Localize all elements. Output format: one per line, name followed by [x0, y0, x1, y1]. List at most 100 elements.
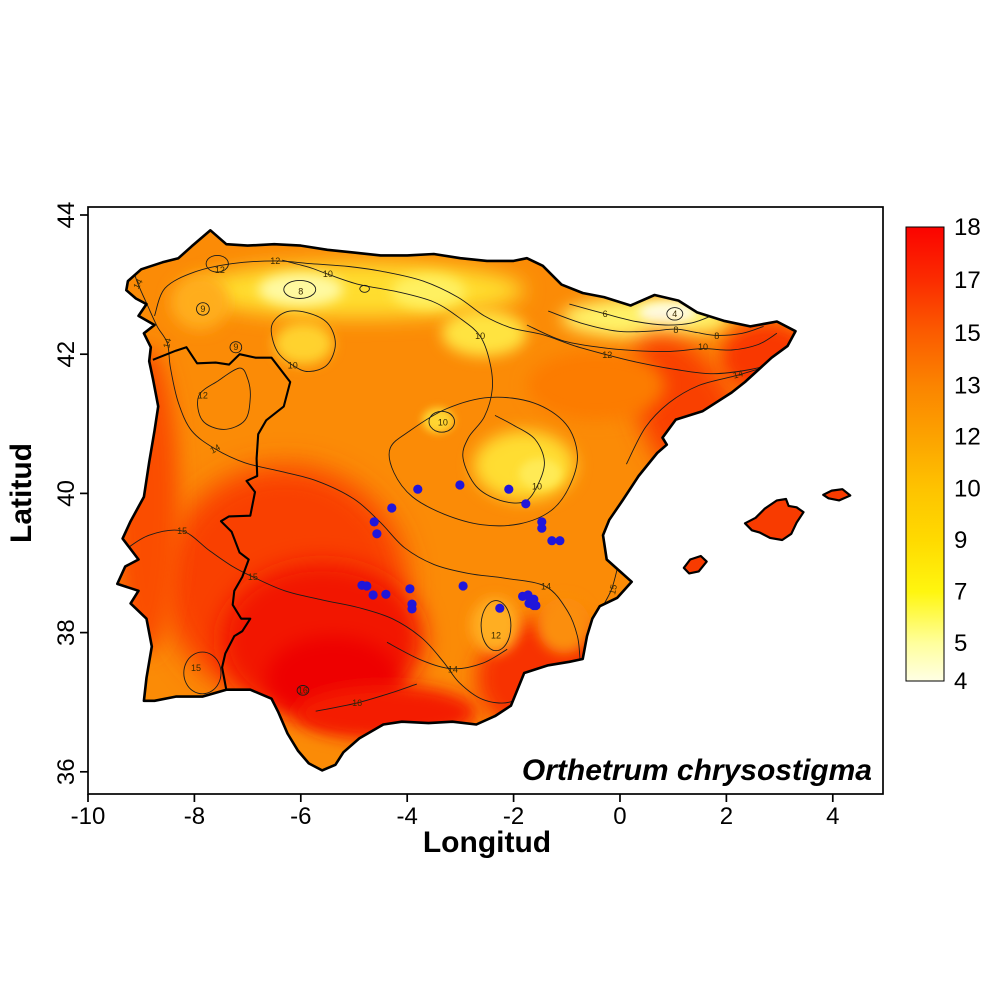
contour-label: 14 — [448, 664, 458, 674]
surface-blob — [274, 322, 333, 365]
plot-border — [87, 206, 884, 795]
contour-line — [569, 303, 714, 326]
occurrence-point — [555, 536, 565, 546]
colorbar-tick-label: 13 — [954, 372, 981, 399]
occurrence-point — [537, 523, 547, 533]
colorbar-gradient — [905, 226, 945, 682]
contour-line — [154, 260, 778, 375]
contour-label: 12 — [602, 350, 612, 360]
y-tick-label: 40 — [53, 480, 80, 507]
colorbar-tick-label: 10 — [954, 476, 981, 503]
contour-label: 10 — [532, 481, 542, 491]
occurrence-points — [357, 480, 565, 614]
surface-blob — [471, 597, 519, 654]
contour-label: 6 — [603, 309, 608, 319]
contour-label: 8 — [714, 331, 719, 341]
contour-line — [229, 341, 243, 354]
occurrence-point — [387, 503, 397, 513]
x-tick-label: -2 — [503, 803, 524, 830]
occurrence-point — [381, 589, 391, 599]
contour-label: 14 — [541, 582, 551, 592]
contour-line — [526, 324, 778, 353]
contour-label: 15 — [607, 584, 619, 596]
contour-label: 12 — [270, 256, 280, 266]
surface-blob — [518, 458, 562, 490]
surface-blob — [295, 684, 477, 741]
y-axis-title: Latitud — [5, 443, 38, 543]
surface-blob — [537, 597, 591, 654]
x-axis-title: Longitud — [423, 826, 551, 859]
contour-line — [282, 259, 545, 504]
coastline-outline — [116, 229, 797, 772]
contour-label: 9 — [233, 342, 238, 352]
contour-label: 14 — [732, 368, 744, 380]
contour-line — [359, 284, 370, 293]
island-ibiza — [682, 554, 708, 575]
species-annotation: Orthetrum chrysostigma — [522, 754, 872, 787]
peninsula-coastline — [116, 229, 797, 772]
contour-line — [197, 367, 251, 430]
colorbar-tick-label: 17 — [954, 267, 981, 294]
surface-blob — [638, 301, 698, 324]
contour-label: 14 — [131, 277, 145, 291]
x-tick-label: -4 — [397, 803, 418, 830]
contour-line — [388, 396, 578, 527]
contour-label: 15 — [177, 526, 187, 536]
colorbar-tick-label: 12 — [954, 423, 981, 450]
contour-label: 8 — [298, 287, 303, 297]
portugal-spain-border — [152, 346, 292, 690]
colorbar-tick-label: 5 — [954, 630, 967, 657]
y-tick-label: 38 — [53, 619, 80, 646]
colorbar-tick-label: 9 — [954, 527, 967, 554]
occurrence-point — [362, 581, 372, 591]
balearic-islands — [682, 488, 852, 575]
contour-line — [283, 279, 317, 299]
contour-label: 10 — [698, 342, 708, 352]
contour-label: 14 — [208, 442, 222, 456]
colorbar-tick-label: 4 — [954, 668, 967, 695]
contour-label: 15 — [248, 572, 258, 582]
contour-label: 12 — [491, 630, 501, 640]
occurrence-point — [547, 536, 557, 546]
contour-label: 16 — [352, 698, 362, 708]
contour-line — [123, 529, 541, 704]
surface-blob — [117, 347, 179, 654]
x-tick-label: 0 — [613, 803, 626, 830]
island-mallorca — [743, 497, 805, 542]
x-tick-label: 2 — [720, 803, 733, 830]
occurrence-point — [458, 581, 468, 591]
contour-label: 10 — [475, 331, 485, 341]
occurrence-point — [531, 600, 541, 611]
surface-blob — [258, 272, 344, 307]
occurrence-point — [495, 603, 505, 613]
y-tick-label: 44 — [53, 202, 80, 229]
contour-line — [196, 302, 210, 316]
colorbar-tick-label: 15 — [954, 320, 981, 347]
surface-blob — [721, 322, 812, 393]
contour-line — [480, 600, 512, 652]
occurrence-point — [537, 517, 547, 527]
occurrence-point — [413, 484, 423, 494]
contour-label: 10 — [438, 417, 448, 427]
contour-line — [548, 310, 764, 336]
contour-line — [386, 641, 508, 670]
surface-blob — [441, 310, 527, 357]
surface-blob — [391, 274, 466, 309]
contour-label: 8 — [673, 325, 678, 335]
occurrence-point — [368, 590, 378, 600]
temperature-surface — [117, 230, 851, 771]
occurrence-point — [455, 480, 465, 490]
occurrence-point — [372, 529, 382, 539]
surface-blob — [526, 350, 666, 421]
contour-line — [270, 310, 336, 373]
x-tick-label: -6 — [290, 803, 311, 830]
occurrence-point — [504, 484, 514, 494]
occurrence-point — [521, 499, 531, 509]
contour-line — [131, 264, 581, 661]
island-menorca — [822, 488, 852, 502]
contour-line — [183, 651, 222, 695]
contour-line — [666, 307, 684, 321]
contour-label: 16 — [298, 685, 308, 695]
